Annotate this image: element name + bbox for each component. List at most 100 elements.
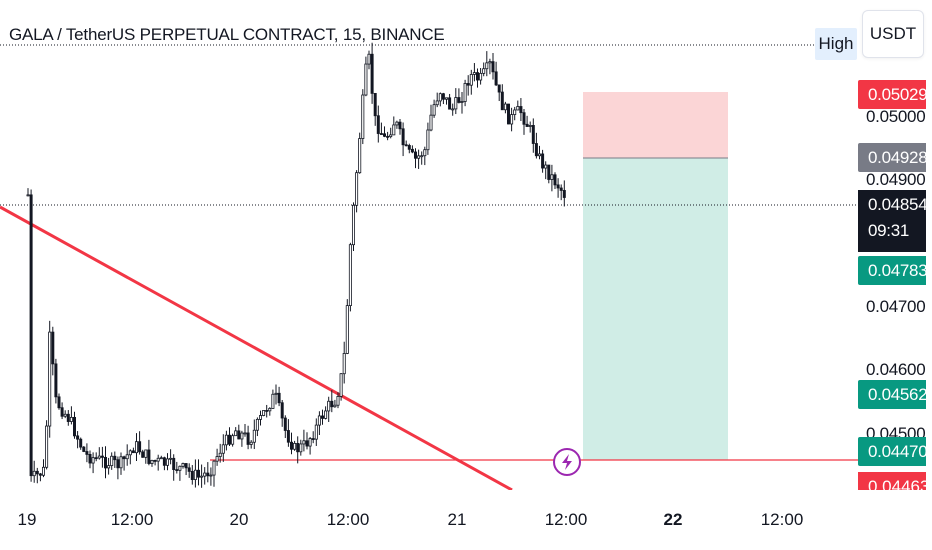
- candle-body: [79, 438, 83, 448]
- candle-body: [482, 68, 486, 74]
- candle-body: [441, 93, 445, 100]
- candle-body: [314, 424, 318, 440]
- candle-body: [196, 469, 200, 478]
- candle-body: [454, 97, 458, 110]
- candle-body: [134, 441, 138, 454]
- candle-body: [265, 410, 269, 412]
- chart-area[interactable]: GALA / TetherUS PERPETUAL CONTRACT, 15, …: [0, 0, 858, 490]
- price-tick: 0.05000: [866, 107, 926, 126]
- candle-body: [538, 153, 542, 157]
- candle-body: [519, 106, 523, 114]
- candle-body: [525, 123, 529, 127]
- high-badge: High: [815, 28, 857, 60]
- candle-body: [448, 97, 452, 110]
- entry-price-tag: 0.04928: [858, 143, 928, 172]
- stop-loss-zone[interactable]: [583, 92, 728, 158]
- candle-body: [162, 457, 166, 466]
- time-label: 20: [229, 510, 249, 529]
- candle-body: [48, 331, 52, 427]
- candle-body: [283, 417, 287, 431]
- candle-body: [277, 392, 281, 404]
- candle-body: [32, 470, 36, 477]
- candle-body: [187, 467, 191, 472]
- time-label: 12:00: [326, 510, 370, 529]
- candle-body: [367, 53, 371, 65]
- candle-body: [104, 456, 108, 469]
- candle-body: [206, 472, 210, 477]
- chart-title: GALA / TetherUS PERPETUAL CONTRACT, 15, …: [9, 25, 445, 44]
- candle-body: [373, 92, 377, 117]
- candle-body: [218, 452, 222, 457]
- candle-body: [302, 440, 306, 445]
- candle-body: [38, 473, 42, 476]
- candle-body: [268, 408, 272, 412]
- candle-body: [271, 393, 275, 409]
- candle-body: [289, 441, 293, 450]
- candle-body: [91, 457, 95, 464]
- candle-body: [522, 112, 526, 125]
- candle-body: [348, 244, 352, 306]
- candle-body: [147, 449, 151, 464]
- candle-body: [212, 460, 216, 476]
- candle-body: [330, 400, 334, 408]
- candle-body: [339, 373, 343, 397]
- candle-body: [97, 455, 101, 459]
- candle-body: [184, 463, 188, 469]
- candle-body: [221, 444, 225, 454]
- candle-body: [231, 435, 235, 445]
- candle-body: [550, 174, 554, 180]
- candle-body: [404, 144, 408, 147]
- candle-body: [435, 100, 439, 106]
- candle-body: [401, 128, 405, 146]
- take-profit-zone[interactable]: [583, 158, 728, 460]
- candle-body: [119, 456, 123, 469]
- candle-body: [274, 392, 278, 395]
- candle-body: [506, 103, 510, 125]
- candle-body: [209, 474, 213, 477]
- candle-body: [420, 155, 424, 158]
- time-axis[interactable]: 19 12:00 20 12:00 21 12:00 22 12:00: [0, 490, 932, 550]
- candle-body: [472, 72, 476, 75]
- candle-body: [562, 190, 566, 198]
- candle-body: [116, 459, 120, 469]
- candle-body: [351, 204, 355, 246]
- candle-body: [165, 458, 169, 466]
- candle-body: [286, 430, 290, 443]
- candle-body: [138, 441, 142, 453]
- candle-body: [125, 454, 129, 460]
- candle-body: [494, 71, 498, 86]
- candle-body: [54, 363, 58, 398]
- candle-body: [413, 151, 417, 159]
- time-label: 19: [17, 510, 37, 529]
- candle-body: [541, 153, 545, 169]
- trendline[interactable]: [0, 205, 513, 490]
- candle-body: [547, 164, 551, 180]
- candle-body: [249, 441, 253, 445]
- candle-body: [227, 434, 231, 445]
- price-tick: 0.04600: [866, 360, 926, 379]
- candle-body: [333, 404, 337, 408]
- candle-body: [100, 455, 104, 458]
- lightning-icon[interactable]: [553, 448, 581, 476]
- currency-button[interactable]: USDT: [862, 10, 924, 58]
- last-price-tag: 0.04854 09:31: [858, 190, 928, 252]
- candle-body: [246, 432, 250, 445]
- candle-body: [69, 416, 73, 422]
- candle-body: [534, 143, 538, 157]
- candle-body: [559, 187, 563, 191]
- time-label: 12:00: [544, 510, 588, 529]
- candle-body: [144, 449, 148, 458]
- candle-body: [355, 172, 359, 206]
- candle-body: [503, 103, 507, 111]
- candle-body: [243, 432, 247, 435]
- candle-body: [513, 109, 517, 115]
- candle-body: [305, 440, 309, 447]
- candle-body: [488, 61, 492, 64]
- candle-body: [556, 184, 560, 189]
- candle-body: [203, 472, 207, 477]
- candle-body: [345, 305, 349, 354]
- price-chart[interactable]: [0, 0, 858, 490]
- price-tick: 0.04700: [866, 297, 926, 316]
- candle-body: [262, 410, 266, 416]
- candle-body: [299, 443, 303, 453]
